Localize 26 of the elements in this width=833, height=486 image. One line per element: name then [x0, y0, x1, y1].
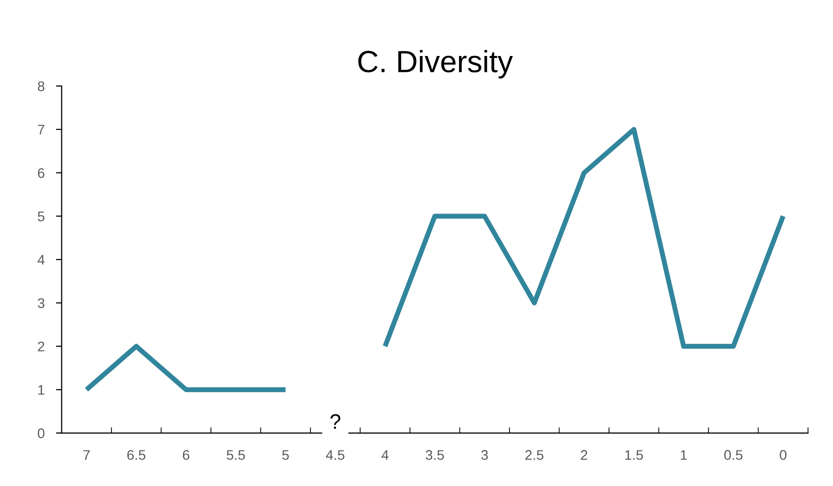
- x-tick-label: 6: [182, 450, 190, 460]
- y-tick-label: 4: [38, 255, 45, 265]
- x-tick-label: 1: [680, 450, 687, 460]
- y-tick-label: 3: [38, 298, 44, 308]
- x-tick-label: 1.5: [625, 450, 643, 460]
- y-tick-label: 2: [38, 342, 44, 352]
- x-tick-label: 6.5: [127, 450, 146, 460]
- x-tick-label: 3: [481, 450, 488, 460]
- x-tick-label: 2.5: [525, 450, 544, 460]
- y-tick-label: 6: [38, 168, 44, 178]
- y-tick-label: 0: [38, 428, 44, 438]
- y-tick-label: 7: [38, 124, 44, 134]
- x-tick-label: 3.5: [426, 450, 444, 460]
- x-tick-label: 0: [780, 450, 786, 460]
- x-tick-label: 5: [282, 450, 289, 460]
- x-tick-label: 5.5: [226, 450, 245, 460]
- annotation: ?: [330, 414, 340, 429]
- y-tick-label: 8: [38, 81, 44, 92]
- x-tick-label: 2: [580, 450, 588, 460]
- x-tick-label: 4.5: [326, 450, 344, 460]
- y-tick-label: 1: [38, 385, 44, 395]
- x-tick-label: 0.5: [724, 450, 742, 460]
- x-tick-label: 4: [382, 450, 389, 460]
- chart-title: C. Diversity: [358, 50, 513, 78]
- y-tick-label: 5: [38, 212, 44, 222]
- x-tick-label: 7: [83, 450, 90, 460]
